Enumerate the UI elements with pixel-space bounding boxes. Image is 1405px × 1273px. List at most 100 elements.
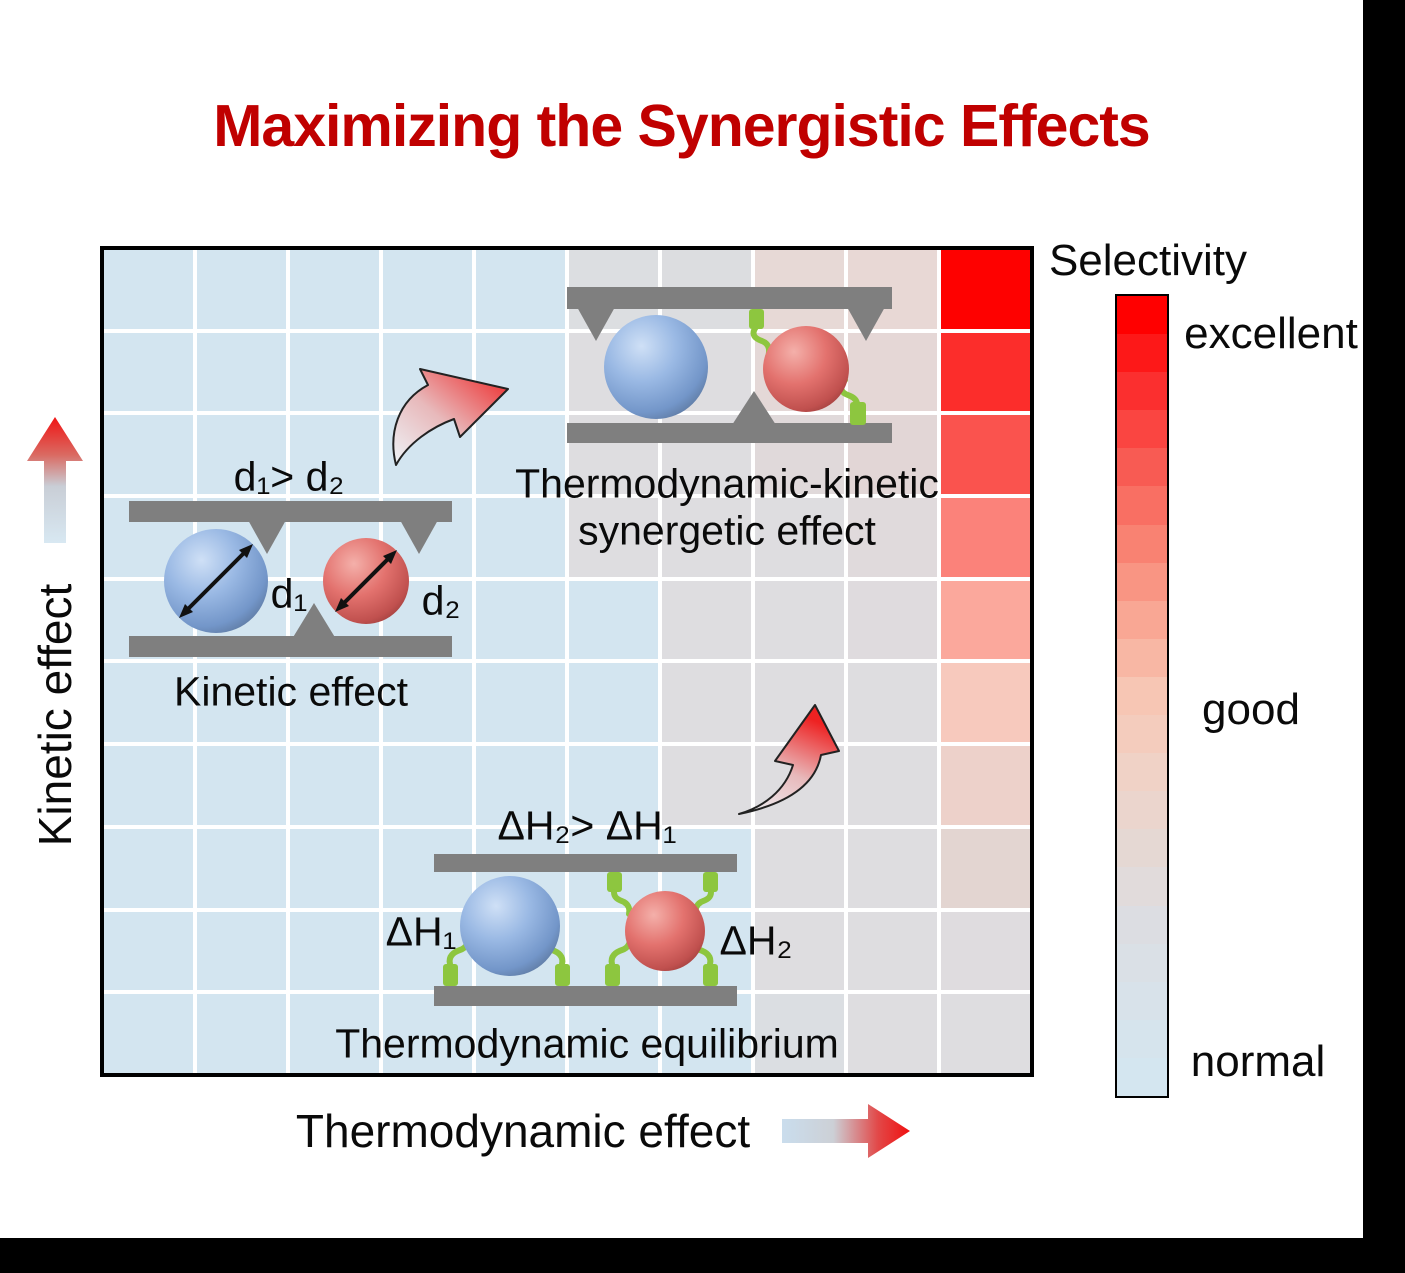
blue-molecule bbox=[460, 876, 560, 976]
binding-site-icon bbox=[703, 964, 718, 986]
binding-site-icon bbox=[749, 309, 764, 329]
slit-tooth-icon bbox=[577, 307, 615, 341]
legend-label-good: good bbox=[1202, 685, 1300, 734]
arrowhead-icon bbox=[335, 598, 349, 612]
grid-cell-r10-c9 bbox=[848, 994, 937, 1073]
diameter-arrow-icon bbox=[341, 556, 391, 606]
grid-cell-r9-c1 bbox=[104, 911, 193, 991]
grid-cell-r2-c10 bbox=[941, 332, 1030, 412]
grid-cell-r4-c9 bbox=[848, 498, 937, 577]
colorbar-band-19 bbox=[1117, 981, 1167, 1020]
colorbar-band-20 bbox=[1117, 1019, 1167, 1058]
grid-cell-r1-c5 bbox=[476, 250, 565, 329]
grid-cell-r1-c1 bbox=[104, 250, 193, 329]
grid-cell-r5-c8 bbox=[755, 580, 844, 660]
grid-cell-r6-c6 bbox=[569, 663, 658, 743]
kinetic-inequality-label: d₁> d₂ bbox=[233, 453, 345, 500]
grid-cell-r8-c8 bbox=[755, 828, 844, 908]
right-black-bar bbox=[1363, 0, 1405, 1273]
grid-cell-r7-c9 bbox=[848, 746, 937, 825]
grid-cell-r1-c10 bbox=[941, 250, 1030, 329]
grid-cell-r6-c3 bbox=[290, 663, 379, 743]
grid-cell-r2-c3 bbox=[290, 332, 379, 412]
kinetic-caption: Kinetic effect bbox=[174, 668, 408, 715]
grid-cell-r1-c4 bbox=[383, 250, 472, 329]
binding-site-icon bbox=[703, 872, 718, 892]
legend-title: Selectivity bbox=[1048, 236, 1248, 285]
bottom-black-bar bbox=[0, 1238, 1405, 1273]
top-slit-bar bbox=[567, 287, 892, 309]
red-molecule bbox=[625, 891, 705, 971]
grid-cell-r10-c4 bbox=[383, 994, 472, 1073]
grid-cell-r7-c1 bbox=[104, 746, 193, 825]
colorbar-band-15 bbox=[1117, 829, 1167, 868]
grid-cell-r2-c2 bbox=[197, 332, 286, 412]
grid-cell-r10-c1 bbox=[104, 994, 193, 1073]
equilibrium-dh1-label: ΔH₁ bbox=[385, 908, 457, 955]
grid-cell-r4-c6 bbox=[569, 498, 658, 577]
grid-cell-r4-c10 bbox=[941, 498, 1030, 577]
red-molecule bbox=[763, 326, 849, 412]
arrowhead-icon bbox=[383, 550, 397, 564]
synergetic-caption-line2: synergetic effect bbox=[578, 507, 876, 554]
colorbar-band-21 bbox=[1117, 1057, 1167, 1096]
grid-cell-r9-c9 bbox=[848, 911, 937, 991]
transition-arrow-kinetic-icon bbox=[392, 368, 509, 466]
top-slit-bar bbox=[129, 501, 452, 522]
grid-cell-r7-c10 bbox=[941, 746, 1030, 825]
kinetic-d1-label: d₁ bbox=[270, 570, 308, 617]
grid-cell-r5-c6 bbox=[569, 580, 658, 660]
x-axis-label: Thermodynamic effect bbox=[295, 1105, 751, 1157]
slit-tooth-icon bbox=[248, 520, 286, 554]
grid-cell-r3-c2 bbox=[197, 415, 286, 495]
grid-cell-r3-c1 bbox=[104, 415, 193, 495]
grid-cell-r7-c5 bbox=[476, 746, 565, 825]
arrowhead-icon bbox=[239, 544, 253, 558]
y-axis-arrow-icon bbox=[27, 417, 83, 543]
grid-cell-r10-c6 bbox=[569, 994, 658, 1073]
grid-cell-r6-c9 bbox=[848, 663, 937, 743]
grid-cell-r10-c2 bbox=[197, 994, 286, 1073]
plot-area: d₁> d₂ d₁ d₂ Kinetic effect Thermodynami… bbox=[100, 246, 1034, 1077]
grid-cell-r10-c7 bbox=[662, 994, 751, 1073]
slit-tooth-icon bbox=[847, 307, 885, 341]
grid-cell-r2-c1 bbox=[104, 332, 193, 412]
grid-cell-r3-c10 bbox=[941, 415, 1030, 495]
synergetic-illustration bbox=[567, 287, 892, 443]
bottom-slit-bar bbox=[567, 423, 892, 443]
diameter-arrow-icon bbox=[185, 550, 247, 612]
bottom-slit-bar bbox=[434, 986, 737, 1006]
synergetic-caption-line1: Thermodynamic-kinetic bbox=[515, 460, 939, 507]
colorbar-band-13 bbox=[1117, 753, 1167, 792]
grid-cell-r5-c9 bbox=[848, 580, 937, 660]
grid-cell-r8-c9 bbox=[848, 828, 937, 908]
grid-cell-r3-c5 bbox=[476, 415, 565, 495]
colorbar-band-4 bbox=[1117, 410, 1167, 449]
selectivity-colorbar bbox=[1115, 294, 1169, 1098]
colorbar-band-10 bbox=[1117, 638, 1167, 677]
grid-cell-r8-c3 bbox=[290, 828, 379, 908]
transition-arrow-thermo-icon bbox=[738, 704, 840, 815]
binding-site-icon bbox=[607, 872, 622, 892]
grid-cell-r7-c7 bbox=[662, 746, 751, 825]
page-title: Maximizing the Synergistic Effects bbox=[213, 93, 1150, 159]
slit-tooth-icon bbox=[400, 520, 438, 554]
grid-cell-r8-c2 bbox=[197, 828, 286, 908]
grid-cell-r10-c8 bbox=[755, 994, 844, 1073]
grid-cell-r10-c3 bbox=[290, 994, 379, 1073]
colorbar-band-18 bbox=[1117, 943, 1167, 982]
top-slit-bar bbox=[434, 854, 737, 872]
grid-cell-r2-c9 bbox=[848, 332, 937, 412]
arrowhead-icon bbox=[179, 604, 193, 618]
kinetic-d2-label: d₂ bbox=[421, 577, 461, 624]
slit-tooth-icon bbox=[292, 603, 336, 639]
equilibrium-dh2-label: ΔH₂ bbox=[719, 917, 793, 964]
colorbar-band-7 bbox=[1117, 524, 1167, 563]
legend-label-excellent: excellent bbox=[1184, 309, 1358, 358]
grid-cell-r6-c7 bbox=[662, 663, 751, 743]
grid-cell-r1-c3 bbox=[290, 250, 379, 329]
grid-cell-r4-c7 bbox=[662, 498, 751, 577]
y-axis-label: Kinetic effect bbox=[29, 583, 81, 847]
grid-cell-r9-c8 bbox=[755, 911, 844, 991]
binding-link-icon bbox=[611, 889, 633, 917]
